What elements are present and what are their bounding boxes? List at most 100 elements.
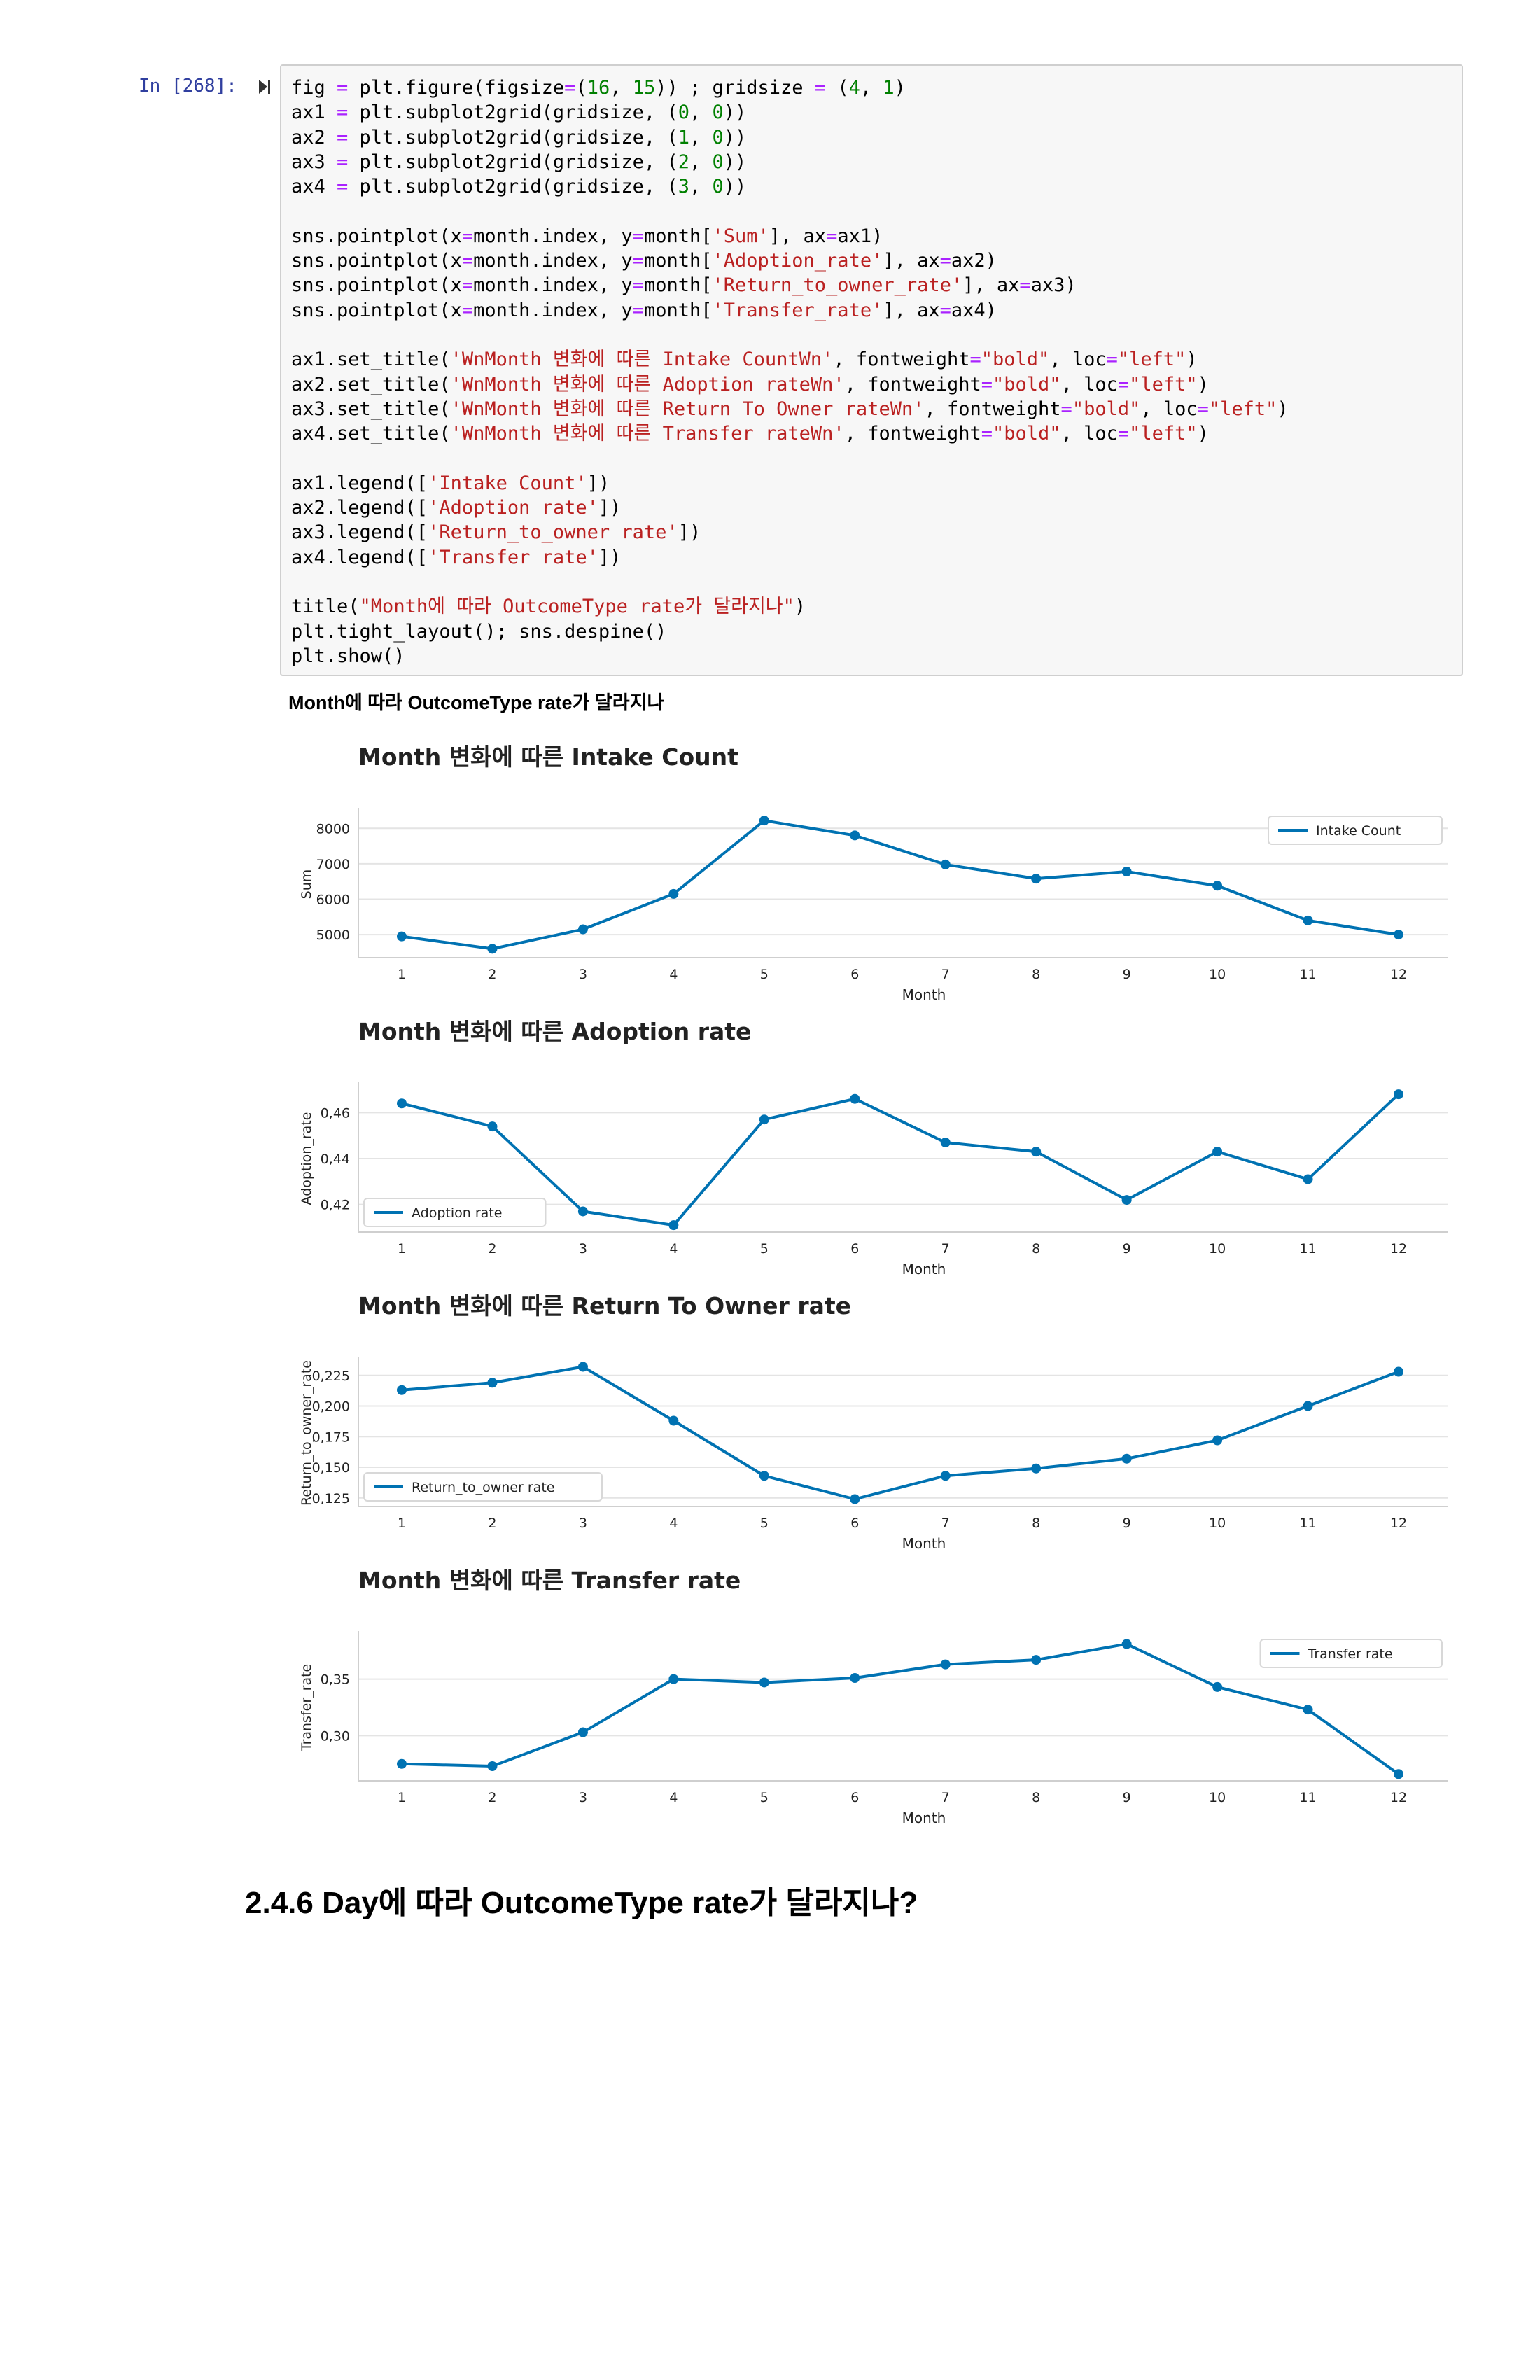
output-title: Month에 따라 OutcomeType rate가 달라지나 (288, 692, 665, 713)
y-axis-label: Transfer_rate (299, 1664, 314, 1752)
legend-box (1259, 1639, 1443, 1668)
legend-label: Return_to_owner rate (412, 1480, 554, 1495)
x-tick-label: 10 (1209, 1241, 1226, 1256)
x-tick-label: 5 (760, 1516, 769, 1531)
data-point (940, 1471, 951, 1481)
code-line: ax1.legend(['Intake Count']) (291, 472, 610, 494)
data-point (940, 1659, 951, 1670)
x-tick-label: 12 (1390, 1790, 1407, 1805)
x-tick-label: 12 (1390, 967, 1407, 982)
chart-figure: Month 변화에 따른 Intake Count 5000 6000 7000 800… (299, 743, 1448, 1826)
legend-label: Transfer rate (1308, 1646, 1393, 1662)
x-axis-label: Month (902, 1261, 946, 1278)
legend-label: Adoption rate (412, 1205, 502, 1221)
code-line: sns.pointplot(x=month.index, y=month['Su… (291, 225, 883, 247)
x-tick-label: 11 (1299, 1241, 1316, 1256)
x-tick-label: 6 (850, 967, 859, 982)
x-tick-label: 8 (1032, 1790, 1040, 1805)
y-tick-label: 0,125 (312, 1491, 350, 1506)
y-tick-label: 8000 (316, 821, 350, 836)
data-point (1031, 1655, 1042, 1665)
data-point (397, 931, 407, 941)
code-line (291, 199, 1289, 223)
data-point (487, 1121, 498, 1132)
code-line: plt.show() (291, 645, 405, 667)
x-tick-label: 8 (1032, 967, 1040, 982)
code-line: ax2.legend(['Adoption rate']) (291, 497, 622, 519)
x-axis-label: Month (902, 986, 946, 1003)
x-tick-label: 12 (1390, 1516, 1407, 1531)
x-tick-label: 2 (488, 1241, 496, 1256)
legend-box (363, 1472, 603, 1502)
y-tick-label: 0,46 (321, 1105, 350, 1121)
data-point (578, 1727, 588, 1737)
data-point (1303, 1174, 1313, 1184)
x-tick-label: 9 (1123, 1516, 1131, 1531)
data-point (1394, 930, 1404, 940)
code-line (291, 446, 1289, 470)
y-tick-label: 0,44 (321, 1152, 350, 1167)
data-point (850, 830, 860, 841)
data-point (668, 1674, 679, 1684)
y-tick-label: 7000 (316, 857, 350, 872)
series-line (401, 1365, 1399, 1501)
x-tick-label: 9 (1123, 1241, 1131, 1256)
x-tick-label: 9 (1123, 967, 1131, 982)
data-point (1212, 1681, 1223, 1692)
chart-title: Month 변화에 따른 Return To Owner rate (358, 1292, 851, 1320)
x-tick-label: 4 (669, 1790, 678, 1805)
data-point (1303, 1704, 1313, 1715)
x-tick-label: 5 (760, 967, 769, 982)
x-tick-label: 11 (1299, 1790, 1316, 1805)
data-point (1031, 874, 1042, 884)
legend-box (363, 1198, 547, 1227)
data-point (759, 816, 769, 826)
data-point (578, 1362, 588, 1372)
x-tick-label: 4 (669, 1241, 678, 1256)
x-tick-label: 2 (488, 1516, 496, 1531)
code-editor[interactable]: fig = plt.figure(figsize=(16, 15)) ; gri… (291, 76, 1289, 668)
data-point (940, 859, 951, 869)
x-tick-label: 11 (1299, 967, 1316, 982)
code-line: ax4.legend(['Transfer rate']) (291, 546, 622, 568)
x-tick-label: 6 (850, 1516, 859, 1531)
code-cell[interactable]: fig = plt.figure(figsize=(16, 15)) ; gri… (280, 64, 1463, 676)
chart-title: Month 변화에 따른 Transfer rate (358, 1567, 741, 1594)
code-line: ax2.set_title('WnMonth 변화에 따른 Adoption r… (291, 373, 1209, 396)
code-line: ax1.set_title('WnMonth 변화에 따른 Intake Cou… (291, 349, 1198, 371)
data-point (759, 1471, 769, 1481)
x-tick-label: 7 (941, 1241, 950, 1256)
y-tick-label: 0,225 (312, 1368, 350, 1384)
data-point (397, 1098, 407, 1109)
code-line: ax3.legend(['Return_to_owner rate']) (291, 522, 701, 544)
section-heading: 2.4.6 Day에 따라 OutcomeType rate가 달라지나? (245, 1886, 918, 1920)
data-point (759, 1677, 769, 1688)
series-line (401, 819, 1399, 951)
y-tick-label: 5000 (316, 927, 350, 943)
x-tick-label: 1 (398, 1241, 406, 1256)
series-line (401, 1642, 1400, 1775)
y-tick-label: 6000 (316, 892, 350, 908)
x-tick-label: 3 (579, 967, 587, 982)
y-tick-label: 0,42 (321, 1198, 350, 1213)
x-tick-label: 8 (1032, 1241, 1040, 1256)
data-point (850, 1494, 860, 1504)
y-tick-label: 0,35 (321, 1672, 350, 1688)
x-tick-label: 4 (669, 1516, 678, 1531)
data-point (1121, 867, 1132, 877)
x-tick-label: 1 (398, 1790, 406, 1805)
x-tick-label: 6 (850, 1241, 859, 1256)
x-tick-label: 10 (1209, 1790, 1226, 1805)
run-cell-icon[interactable] (258, 78, 272, 95)
data-point (940, 1138, 951, 1148)
data-point (1394, 1366, 1404, 1377)
x-tick-label: 4 (669, 967, 678, 982)
data-point (668, 888, 679, 899)
code-line: ax3.set_title('WnMonth 변화에 따른 Return To … (291, 398, 1289, 420)
x-tick-label: 10 (1209, 967, 1226, 982)
series-line (401, 1093, 1400, 1227)
y-tick-label: 0,30 (321, 1728, 350, 1744)
x-axis-label: Month (902, 1809, 946, 1826)
data-point (1212, 1147, 1223, 1157)
code-line: sns.pointplot(x=month.index, y=month['Re… (291, 274, 1077, 297)
